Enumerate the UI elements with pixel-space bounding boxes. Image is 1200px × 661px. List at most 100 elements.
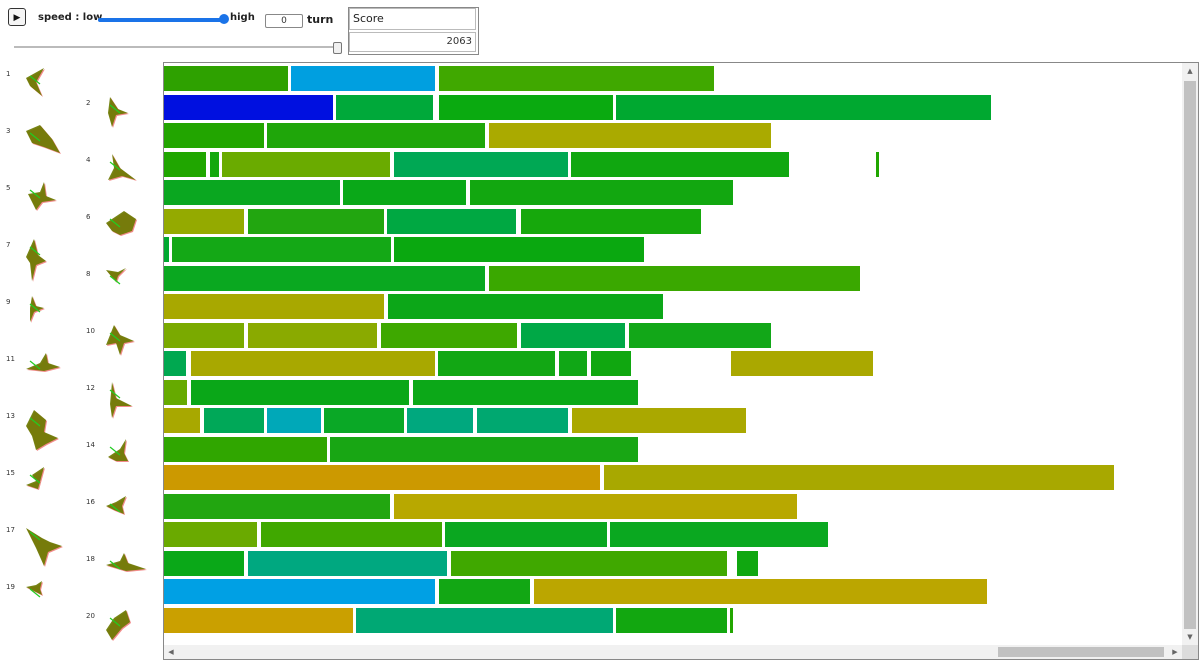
bars-area [164, 63, 1182, 645]
speed-slider-thumb[interactable] [219, 14, 229, 24]
vertical-scroll-thumb[interactable] [1184, 81, 1196, 629]
shape-figure-icon [26, 125, 61, 154]
shape-number: 13 [6, 412, 15, 420]
shape-figure-icon [26, 467, 45, 490]
bar-segment [439, 579, 530, 604]
bars-viewport[interactable]: ▲ ▼ ◀ ▶ [163, 62, 1199, 660]
bar-segment [172, 237, 391, 262]
bar-segment [730, 607, 733, 633]
shape-number: 10 [86, 326, 95, 335]
bar-segment [164, 294, 384, 319]
bar-segment [222, 151, 390, 177]
horizontal-scrollbar[interactable]: ◀ ▶ [164, 645, 1182, 659]
bar-segment [248, 208, 384, 234]
bar-segment [164, 550, 244, 576]
speed-slider[interactable] [98, 13, 229, 25]
shape-number: 12 [86, 383, 95, 392]
shape-figure-icon [106, 324, 135, 356]
turn-slider[interactable] [14, 42, 342, 54]
shape-figure-icon [26, 353, 61, 372]
shape-number: 1 [6, 70, 11, 78]
shape-number: 7 [6, 241, 11, 249]
scroll-left-arrow-icon[interactable]: ◀ [168, 648, 174, 656]
bar-segment [394, 493, 797, 519]
shape-number: 20 [86, 611, 95, 620]
play-button[interactable]: ▶ [8, 8, 26, 26]
turn-slider-track [14, 46, 342, 48]
shape-number: 9 [6, 298, 11, 306]
bar-segment [248, 322, 377, 348]
bar-segment [629, 322, 771, 348]
bar-segment [164, 522, 257, 547]
shape-figure-icon [26, 68, 45, 97]
turn-slider-thumb[interactable] [333, 42, 342, 54]
bar-segment [438, 351, 555, 376]
shape-figure-icon [29, 296, 45, 323]
bar-segment [164, 123, 264, 148]
bar-segment [394, 237, 644, 262]
bar-segment [388, 294, 663, 319]
bar-segment [604, 465, 1114, 490]
shape-number: 4 [86, 155, 91, 164]
shape-figure-icon [109, 381, 133, 419]
bar-segment [394, 151, 568, 177]
bar-segment [210, 151, 219, 177]
scroll-up-arrow-icon[interactable]: ▲ [1187, 67, 1193, 75]
bar-segment [572, 408, 746, 433]
turn-input[interactable] [265, 14, 303, 28]
bar-segment [521, 322, 625, 348]
bar-segment [164, 607, 353, 633]
bar-segment [356, 607, 613, 633]
horizontal-scroll-thumb[interactable] [998, 647, 1164, 657]
bar-segment [164, 379, 187, 405]
bar-segment [191, 351, 435, 376]
bar-segment [248, 550, 447, 576]
shape-number: 17 [6, 526, 15, 534]
scroll-down-arrow-icon[interactable]: ▼ [1187, 633, 1193, 641]
shape-number: 19 [6, 583, 15, 591]
bar-segment [191, 379, 409, 405]
shape-figure-icon [28, 182, 57, 211]
shape-figure-icon [106, 495, 127, 515]
bar-segment [164, 151, 206, 177]
bar-segment [164, 237, 169, 262]
shape-number: 3 [6, 127, 11, 135]
bar-segment [267, 123, 485, 148]
bar-segment [439, 94, 613, 120]
bar-segment [164, 208, 244, 234]
bar-segment [489, 265, 860, 291]
shape-number: 11 [6, 355, 15, 363]
score-panel: Score 2063 [348, 7, 479, 55]
shape-figure-icon [26, 410, 59, 451]
bar-segment [164, 94, 333, 120]
speed-high-label: high [230, 12, 255, 23]
vertical-scrollbar[interactable]: ▲ ▼ [1182, 63, 1198, 645]
bar-segment [737, 550, 758, 576]
shape-number: 15 [6, 469, 15, 477]
bar-segment [164, 180, 340, 205]
bar-segment [445, 522, 607, 547]
shape-figure-icon [106, 609, 131, 641]
bar-segment [876, 151, 879, 177]
bar-segment [267, 408, 321, 433]
bar-segment [451, 550, 727, 576]
shape-number: 14 [86, 440, 95, 449]
bar-segment [164, 579, 435, 604]
score-title: Score [349, 8, 476, 30]
scroll-corner [1182, 645, 1198, 659]
shape-number: 6 [86, 212, 91, 221]
shapes-panel: 1 2 3 4 5 6 7 8 9 10 11 12 13 14 15 16 17 18 19 20 [0, 62, 162, 661]
scroll-right-arrow-icon[interactable]: ▶ [1172, 648, 1178, 656]
bar-segment [164, 265, 485, 291]
bar-segment [470, 180, 733, 205]
bar-segment [559, 351, 587, 376]
shape-number: 2 [86, 98, 91, 107]
bar-segment [571, 151, 789, 177]
speed-label: speed : low [38, 12, 103, 23]
bar-segment [413, 379, 638, 405]
bar-segment [261, 522, 442, 547]
shape-figure-icon [108, 96, 129, 128]
shape-figure-icon [26, 239, 47, 282]
shape-number: 16 [86, 497, 95, 506]
shape-number: 8 [86, 269, 91, 278]
